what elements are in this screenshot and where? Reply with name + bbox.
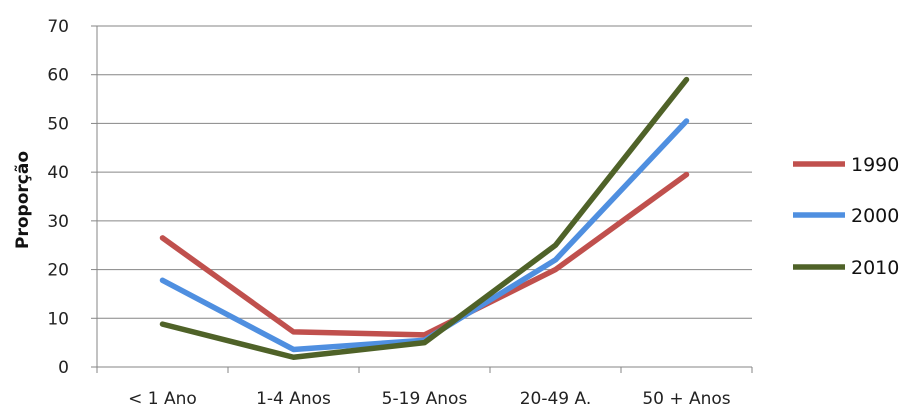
legend-label-1990: 1990 xyxy=(851,154,899,176)
x-tick-labels: < 1 Ano 1-4 Anos 5-19 Anos 20-49 A. 50 + Ano… xyxy=(128,389,731,409)
y-tick-label: 70 xyxy=(47,17,69,37)
x-tick-label: < 1 Ano xyxy=(128,389,197,409)
series-line-2010 xyxy=(159,76,690,361)
y-tick-labels: 0 10 20 30 40 50 60 70 xyxy=(47,17,69,378)
legend: 1990 2000 2010 xyxy=(793,154,899,279)
y-tick-label: 20 xyxy=(47,261,69,281)
x-tick-label: 1-4 Anos xyxy=(256,389,331,409)
x-tick-label: 50 + Anos xyxy=(642,389,730,409)
y-tick-label: 50 xyxy=(47,114,69,134)
y-axis-label: Proporção xyxy=(13,151,33,249)
x-tick-label: 20-49 A. xyxy=(520,389,592,409)
y-tick-label: 0 xyxy=(58,358,69,378)
series-line-1990 xyxy=(159,171,690,338)
legend-label-2010: 2010 xyxy=(851,257,899,279)
x-tick-label: 5-19 Anos xyxy=(382,389,468,409)
y-tick-label: 10 xyxy=(47,309,69,329)
series-lines xyxy=(159,76,690,361)
series-line-2000 xyxy=(159,118,690,353)
y-tick-label: 60 xyxy=(47,66,69,86)
legend-label-2000: 2000 xyxy=(851,205,899,227)
y-tick-label: 40 xyxy=(47,163,69,183)
y-tick-label: 30 xyxy=(47,212,69,232)
